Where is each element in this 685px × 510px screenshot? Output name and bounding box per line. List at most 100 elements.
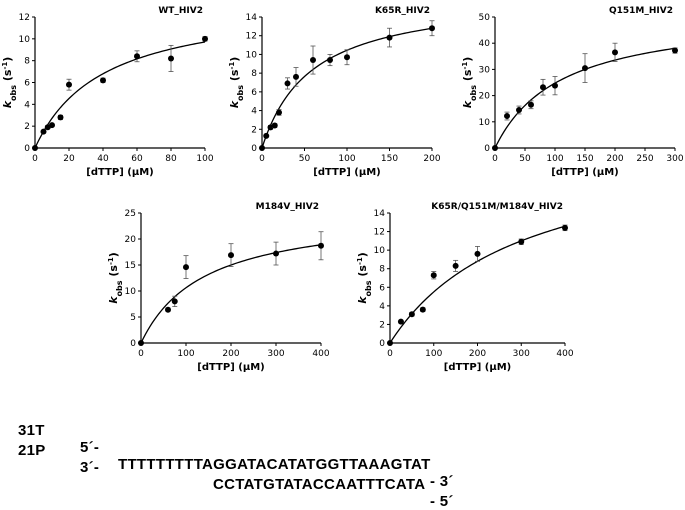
y-tick-label: 2 bbox=[24, 122, 30, 132]
y-tick-label: 4 bbox=[24, 100, 30, 110]
y-tick-label: 10 bbox=[246, 50, 258, 60]
y-axis-label: kobs (s-1) bbox=[228, 57, 245, 109]
y-tick-label: 25 bbox=[125, 209, 136, 219]
x-axis-label: [dTTP] (μM) bbox=[444, 362, 511, 373]
x-tick-label: 150 bbox=[576, 154, 593, 164]
seq-31T-bases: TTTTTTTTTAGGATACATATGGTTAAAGTAT bbox=[118, 456, 431, 473]
y-tick-label: 8 bbox=[379, 265, 385, 275]
y-axis-label-part: -1 bbox=[356, 257, 364, 265]
x-axis-label: [dTTP] (μM) bbox=[86, 167, 153, 178]
y-axis-label-part: ) bbox=[1, 57, 14, 62]
data-point bbox=[528, 101, 534, 108]
data-point bbox=[138, 340, 144, 346]
y-axis-label-part: obs bbox=[9, 85, 18, 101]
data-point bbox=[504, 113, 510, 120]
seq-31T-3end: - 3´ bbox=[430, 473, 454, 490]
y-tick-label: 0 bbox=[484, 144, 490, 154]
data-point bbox=[387, 340, 393, 346]
y-tick-label: 0 bbox=[130, 339, 136, 349]
data-point bbox=[552, 82, 558, 89]
data-point bbox=[310, 57, 316, 64]
y-axis-label-part: k bbox=[356, 296, 369, 304]
x-tick-label: 300 bbox=[513, 349, 530, 359]
chart-4: 0 100 200 300 400 0 5 10 15 20 25 M184V_HIV2 [dTTP] … bbox=[107, 202, 330, 373]
y-tick-label: 0 bbox=[379, 339, 385, 349]
y-axis-label-part: (s bbox=[1, 69, 14, 85]
y-tick-label: 5 bbox=[130, 313, 136, 323]
chart-title: K65R_HIV2 bbox=[375, 6, 430, 16]
data-point bbox=[32, 145, 38, 151]
y-tick-label: 10 bbox=[19, 35, 31, 45]
data-point bbox=[271, 122, 278, 129]
x-tick-label: 0 bbox=[32, 154, 38, 164]
data-point bbox=[492, 145, 498, 151]
y-axis-label: kobs (s-1) bbox=[356, 252, 373, 304]
chart-title: K65R/Q151M/M184V_HIV2 bbox=[431, 202, 563, 212]
y-axis-label-part: k bbox=[461, 100, 474, 108]
y-tick-label: 0 bbox=[251, 144, 257, 154]
data-point bbox=[171, 298, 178, 305]
data-point bbox=[276, 109, 282, 116]
y-tick-label: 12 bbox=[19, 13, 30, 23]
data-point bbox=[66, 81, 72, 88]
data-point bbox=[284, 80, 291, 87]
y-tick-label: 30 bbox=[479, 65, 491, 75]
x-tick-label: 200 bbox=[606, 154, 623, 164]
y-axis-label-part: obs bbox=[236, 85, 245, 101]
data-point bbox=[518, 238, 525, 245]
x-tick-label: 100 bbox=[177, 349, 194, 359]
data-point bbox=[562, 224, 568, 231]
y-tick-label: 6 bbox=[379, 283, 385, 293]
x-tick-label: 200 bbox=[222, 349, 239, 359]
chart-5: 0 100 200 300 400 0 2 4 6 8 10 12 14 K65R/Q151M/M184V… bbox=[356, 202, 574, 373]
x-tick-label: 100 bbox=[425, 349, 442, 359]
data-point bbox=[40, 128, 47, 135]
x-tick-label: 50 bbox=[519, 154, 531, 164]
sequence-21P: 21P 3´- CCTATGTATACCAATTTCATA - 5´ bbox=[18, 425, 453, 510]
data-point bbox=[57, 114, 64, 121]
y-axis-label-part: k bbox=[228, 100, 241, 108]
data-point bbox=[134, 53, 140, 60]
data-point bbox=[474, 250, 481, 257]
data-point bbox=[183, 264, 189, 271]
x-tick-label: 400 bbox=[312, 349, 329, 359]
y-tick-label: 50 bbox=[479, 13, 491, 23]
seq-31T-name: 31T bbox=[18, 422, 45, 439]
data-point bbox=[612, 49, 618, 56]
y-tick-label: 0 bbox=[24, 144, 30, 154]
y-tick-label: 10 bbox=[374, 246, 386, 256]
data-point bbox=[259, 145, 265, 151]
y-tick-label: 10 bbox=[125, 287, 137, 297]
x-tick-label: 100 bbox=[546, 154, 563, 164]
y-tick-label: 20 bbox=[125, 235, 137, 245]
y-tick-label: 12 bbox=[246, 32, 257, 42]
x-axis-label: [dTTP] (μM) bbox=[313, 167, 380, 178]
y-axis-label-part: (s bbox=[228, 69, 241, 85]
data-point bbox=[327, 57, 333, 64]
seq-21P-3end: - 5´ bbox=[430, 493, 454, 510]
data-point bbox=[318, 242, 324, 249]
data-point bbox=[49, 122, 55, 129]
data-point bbox=[293, 73, 299, 80]
y-axis-label: kobs (s-1) bbox=[107, 252, 124, 304]
y-tick-label: 20 bbox=[479, 92, 491, 102]
y-tick-label: 10 bbox=[479, 118, 491, 128]
chart-1: 0 20 40 60 80 100 0 2 4 6 8 10 12 WT_HIV2 [dTTP] (μM) k… bbox=[1, 6, 214, 178]
data-point bbox=[100, 77, 106, 84]
y-tick-label: 12 bbox=[374, 228, 385, 238]
x-tick-label: 0 bbox=[259, 154, 265, 164]
data-point bbox=[165, 306, 171, 313]
y-axis-label-part: -1 bbox=[461, 62, 469, 70]
y-tick-label: 8 bbox=[251, 69, 257, 79]
fit-curve bbox=[389, 225, 566, 344]
chart-title: M184V_HIV2 bbox=[256, 202, 319, 212]
y-tick-label: 14 bbox=[246, 13, 258, 23]
x-tick-label: 20 bbox=[63, 154, 75, 164]
x-tick-label: 400 bbox=[556, 349, 573, 359]
x-tick-label: 150 bbox=[381, 154, 398, 164]
y-tick-label: 2 bbox=[251, 125, 257, 135]
x-tick-label: 80 bbox=[165, 154, 177, 164]
x-tick-label: 250 bbox=[636, 154, 653, 164]
y-axis-label: kobs (s-1) bbox=[461, 57, 478, 109]
data-point bbox=[344, 54, 350, 61]
